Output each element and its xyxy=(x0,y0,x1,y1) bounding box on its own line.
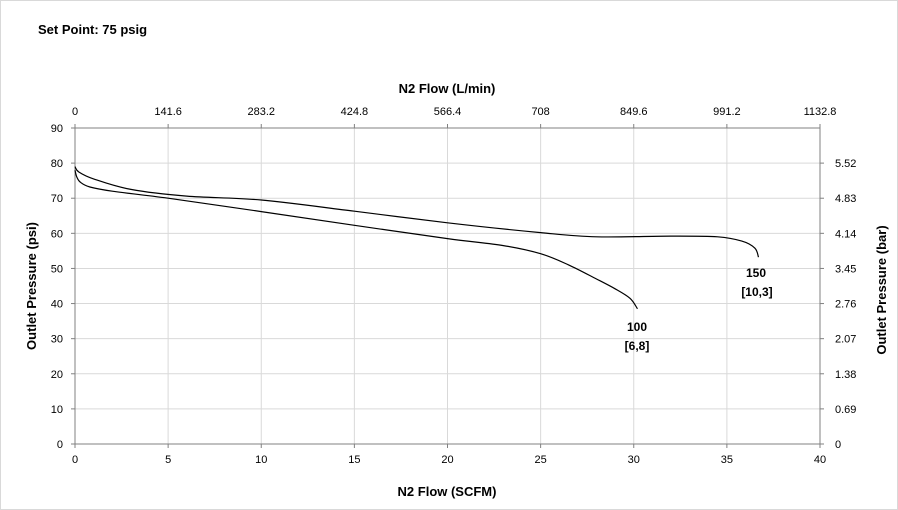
y-tick-label: 80 xyxy=(51,158,63,170)
x-top-axis-title: N2 Flow (L/min) xyxy=(399,81,496,96)
series-layer xyxy=(74,166,760,310)
y-right-axis-title: Outlet Pressure (bar) xyxy=(874,225,889,354)
y-tick-label: 30 xyxy=(51,334,63,346)
x-top-tick-label: 991.2 xyxy=(713,106,741,118)
y-right-tick-label: 4.14 xyxy=(835,228,856,240)
y-right-tick-label: 3.45 xyxy=(835,263,856,275)
x-top-tick-label: 283.2 xyxy=(247,106,275,118)
x-tick-label: 15 xyxy=(348,454,360,466)
y-right-tick-label: 5.52 xyxy=(835,158,856,170)
y-tick-labels: 0 10 20 30 40 50 60 70 80 90 xyxy=(51,123,75,451)
y-tick-label: 40 xyxy=(51,299,63,311)
x-tick-label: 40 xyxy=(814,454,826,466)
y-tick-label: 50 xyxy=(51,263,63,275)
y-right-tick-labels: 0 0.69 1.38 2.07 2.76 3.45 4.14 4.83 5.52 xyxy=(820,158,856,451)
chart-title: Set Point: 75 psig xyxy=(38,22,147,37)
y-tick-label: 10 xyxy=(51,404,63,416)
x-top-tick-label: 141.6 xyxy=(154,106,182,118)
y-right-tick-label: 2.07 xyxy=(835,334,856,346)
x-tick-labels: 0 5 10 15 20 25 30 35 40 xyxy=(72,444,826,466)
x-tick-label: 35 xyxy=(721,454,733,466)
y-right-tick-label: 1.38 xyxy=(835,369,856,381)
y-right-tick-label: 2.76 xyxy=(835,299,856,311)
x-tick-label: 10 xyxy=(255,454,267,466)
y-right-tick-label: 4.83 xyxy=(835,193,856,205)
x-tick-label: 0 xyxy=(72,454,78,466)
grid xyxy=(75,127,821,444)
x-tick-label: 5 xyxy=(165,454,171,466)
x-tick-label: 30 xyxy=(628,454,640,466)
x-top-tick-label: 849.6 xyxy=(620,106,648,118)
series-line-100 xyxy=(74,169,638,310)
y-tick-label: 70 xyxy=(51,193,63,205)
x-top-tick-labels: 0 141.6 283.2 424.8 566.4 708 849.6 991.2 1132.8 xyxy=(72,106,836,128)
x-top-tick-label: 708 xyxy=(531,106,549,118)
y-tick-label: 20 xyxy=(51,369,63,381)
series-line-150 xyxy=(74,166,760,258)
y-tick-label: 0 xyxy=(57,439,63,451)
series-label-100: 100 xyxy=(627,320,647,334)
x-top-tick-label: 1132.8 xyxy=(804,106,837,118)
series-label-150: 150 xyxy=(746,266,766,280)
y-right-tick-label: 0.69 xyxy=(835,404,856,416)
y-axis-title: Outlet Pressure (psi) xyxy=(24,222,39,350)
x-top-tick-label: 424.8 xyxy=(341,106,369,118)
x-axis-title: N2 Flow (SCFM) xyxy=(398,484,497,499)
y-tick-label: 60 xyxy=(51,228,63,240)
y-right-tick-label: 0 xyxy=(835,439,841,451)
series-label-100-sub: [6,8] xyxy=(625,339,650,353)
series-label-150-sub: [10,3] xyxy=(741,285,772,299)
x-tick-label: 25 xyxy=(535,454,547,466)
x-top-tick-label: 566.4 xyxy=(434,106,462,118)
x-top-tick-label: 0 xyxy=(72,106,78,118)
x-tick-label: 20 xyxy=(441,454,453,466)
y-tick-label: 90 xyxy=(51,123,63,135)
